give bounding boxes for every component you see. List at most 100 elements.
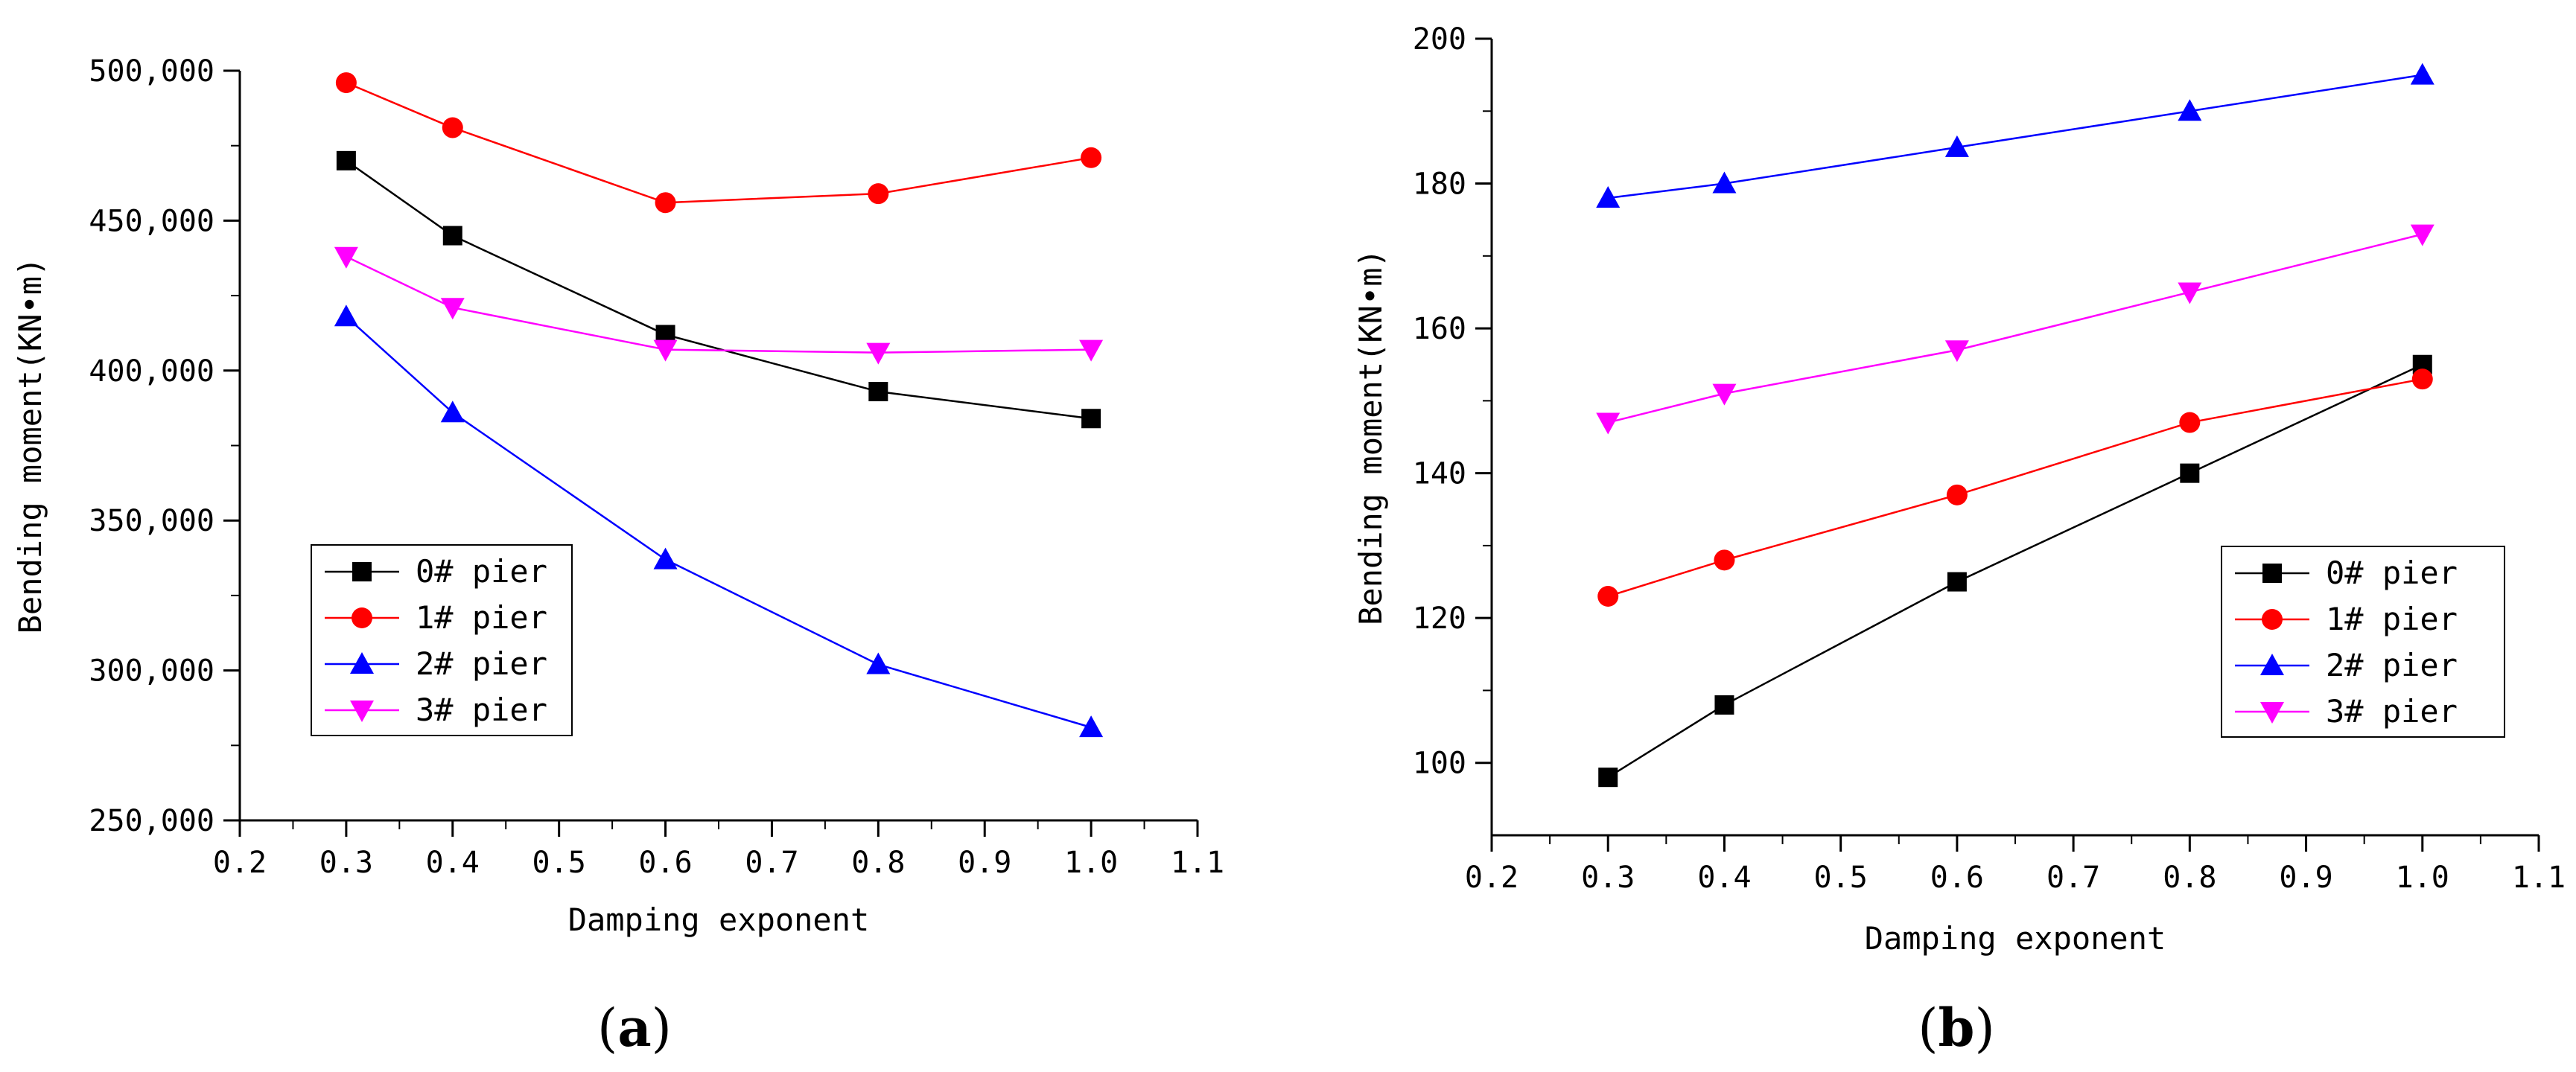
x-tick-label: 0.9	[958, 846, 1011, 880]
data-point	[653, 547, 678, 570]
y-tick-label: 400,000	[89, 354, 214, 389]
x-axis-label: Damping exponent	[1865, 920, 2166, 957]
data-point	[442, 226, 462, 246]
data-point	[2178, 99, 2202, 121]
data-point	[1714, 549, 1735, 571]
legend-label: 1# pier	[416, 599, 547, 636]
series-1	[1597, 368, 2433, 607]
legend-label: 3# pier	[416, 692, 547, 728]
data-point	[1598, 768, 1618, 788]
legend-label: 2# pier	[2326, 647, 2458, 683]
y-tick-label: 300,000	[89, 654, 214, 689]
y-tick-label: 160	[1413, 312, 1466, 346]
panel-label-open: (	[597, 998, 617, 1059]
data-point	[1596, 186, 1621, 208]
y-tick-label: 180	[1413, 168, 1466, 202]
panel-label-close: )	[652, 998, 672, 1059]
data-point	[866, 652, 891, 674]
data-point	[868, 183, 889, 205]
data-point	[1712, 383, 1737, 406]
y-tick-label: 450,000	[89, 204, 214, 238]
x-tick-label: 0.9	[2279, 861, 2332, 895]
chart-panel-a: 0.2 0.3 0.4 0.5 0.6 0.7 0.8 0.9 1.0 1.1 250,000 300…	[12, 54, 1224, 1059]
x-tick-label: 1.1	[1171, 846, 1224, 880]
y-axis-label: Bending moment(KN•m)	[12, 258, 48, 634]
data-point	[1714, 695, 1734, 715]
y-tick-label: 500,000	[89, 54, 214, 89]
legend-marker	[352, 562, 372, 581]
x-axis-label: Damping exponent	[568, 902, 870, 938]
data-point	[1946, 484, 1968, 505]
x-tick-label: 0.8	[2163, 861, 2216, 895]
legend-marker	[2260, 702, 2284, 724]
series-2	[1596, 63, 2435, 208]
panel-label-letter: a	[617, 997, 651, 1059]
data-point	[2179, 412, 2201, 433]
legend-marker	[2262, 564, 2282, 583]
legend-marker	[350, 701, 374, 722]
legend-label: 0# pier	[416, 553, 547, 590]
series-1	[335, 72, 1102, 214]
x-tick-label: 0.4	[1697, 861, 1751, 895]
series-2	[334, 304, 1104, 738]
panel-label: (b)	[1918, 997, 1995, 1059]
series-line	[346, 159, 1092, 420]
data-point	[1596, 412, 1621, 435]
data-point	[2410, 224, 2435, 246]
data-point	[442, 117, 463, 138]
y-tick-label: 100	[1413, 747, 1466, 781]
data-point	[866, 342, 891, 365]
series-line	[346, 81, 1092, 204]
series-3	[1596, 224, 2435, 435]
panel-label-open: (	[1918, 998, 1938, 1059]
data-point	[655, 192, 676, 214]
series-line	[1608, 74, 2423, 200]
y-tick-label: 140	[1413, 457, 1466, 491]
y-tick-label: 120	[1413, 602, 1466, 636]
data-point	[1944, 340, 1969, 363]
x-tick-label: 0.8	[851, 846, 905, 880]
series-0	[1598, 354, 2432, 788]
data-point	[1597, 586, 1619, 607]
data-point	[336, 150, 356, 170]
data-point	[1079, 339, 1104, 362]
series-0	[336, 150, 1101, 429]
series-3	[334, 246, 1104, 365]
legend-label: 0# pier	[2326, 555, 2458, 591]
data-point	[335, 72, 357, 94]
data-point	[1947, 572, 1967, 592]
data-point	[2411, 368, 2433, 390]
y-tick-label: 350,000	[89, 504, 214, 538]
panel-label-letter: b	[1939, 997, 1975, 1059]
x-tick-label: 1.0	[2396, 861, 2449, 895]
x-tick-label: 0.2	[1465, 861, 1518, 895]
legend-marker	[2260, 654, 2284, 675]
data-point	[1081, 147, 1102, 168]
legend-marker	[2262, 609, 2283, 630]
x-tick-label: 0.3	[319, 846, 373, 880]
x-tick-label: 0.5	[1814, 861, 1868, 895]
x-tick-label: 0.3	[1581, 861, 1635, 895]
x-tick-label: 0.5	[532, 846, 586, 880]
panel-label: (a)	[597, 997, 672, 1059]
data-point	[440, 298, 465, 320]
data-point	[1081, 409, 1101, 429]
x-tick-label: 1.0	[1064, 846, 1118, 880]
panel-label-close: )	[1974, 998, 1994, 1059]
x-tick-label: 0.4	[426, 846, 480, 880]
data-point	[334, 304, 358, 327]
data-point	[440, 401, 465, 423]
legend-label: 2# pier	[416, 645, 547, 682]
data-point	[868, 381, 888, 401]
legend-marker	[350, 652, 374, 674]
y-tick-label: 200	[1413, 22, 1466, 57]
x-tick-label: 1.1	[2512, 861, 2566, 895]
legend: 0# pier 1# pier 2# pier 3# pier	[2221, 546, 2505, 738]
legend-label: 1# pier	[2326, 601, 2458, 637]
x-tick-label: 0.7	[2047, 861, 2100, 895]
chart-panel-b: 0.2 0.3 0.4 0.5 0.6 0.7 0.8 0.9 1.0 1.1 100 120 140 1…	[1352, 22, 2566, 1059]
data-point	[653, 339, 678, 362]
data-point	[2180, 463, 2200, 483]
data-point	[334, 246, 358, 269]
